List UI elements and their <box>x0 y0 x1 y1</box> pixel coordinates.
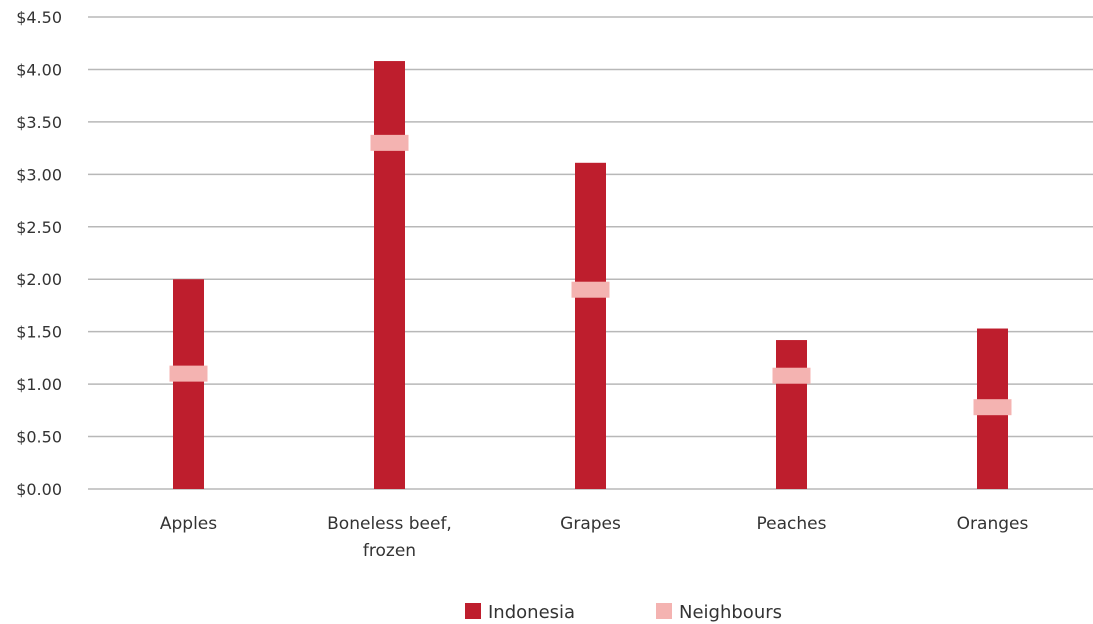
bar-indonesia <box>575 163 606 489</box>
bars <box>173 61 1008 489</box>
marker-neighbours <box>572 282 610 298</box>
legend-swatch <box>465 603 481 619</box>
x-axis-labels: Apples Boneless beef, frozen Grapes Peaches O… <box>160 514 1029 561</box>
marker-neighbours <box>170 366 208 382</box>
y-axis-ticks: $0.00 $0.50 $1.00 $1.50 $2.00 $2.50 $3.00 $3.50… <box>16 8 62 499</box>
bar-indonesia <box>776 340 807 489</box>
y-tick-label: $4.00 <box>16 60 62 79</box>
y-tick-label: $0.00 <box>16 480 62 499</box>
bar-indonesia <box>374 61 405 489</box>
y-tick-label: $3.50 <box>16 113 62 132</box>
marker-neighbours <box>371 135 409 151</box>
x-category-label: Boneless beef, frozen <box>327 514 452 561</box>
y-tick-label: $2.00 <box>16 270 62 289</box>
y-tick-label: $0.50 <box>16 428 62 447</box>
legend-swatch <box>656 603 672 619</box>
legend: Indonesia Neighbours <box>465 602 782 623</box>
x-category-label: Apples <box>160 514 217 534</box>
x-category-label: Peaches <box>757 514 827 534</box>
x-category-label: Grapes <box>560 514 621 534</box>
legend-label: Indonesia <box>488 602 575 623</box>
y-tick-label: $2.50 <box>16 218 62 237</box>
x-category-label: Oranges <box>957 514 1029 534</box>
y-tick-label: $3.00 <box>16 165 62 184</box>
marker-neighbours <box>974 399 1012 415</box>
y-tick-label: $4.50 <box>16 8 62 27</box>
marker-neighbours <box>773 368 811 384</box>
y-tick-label: $1.50 <box>16 323 62 342</box>
legend-label: Neighbours <box>679 602 782 623</box>
bar-indonesia <box>173 279 204 489</box>
y-tick-label: $1.00 <box>16 375 62 394</box>
